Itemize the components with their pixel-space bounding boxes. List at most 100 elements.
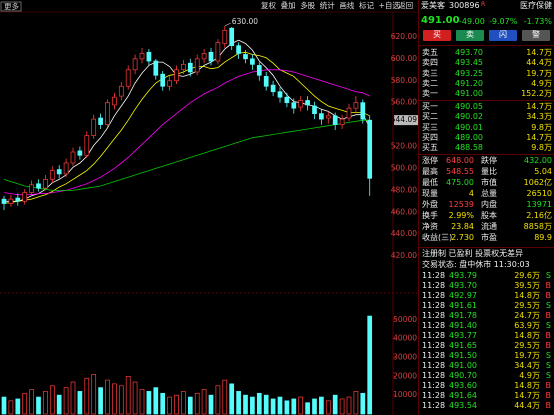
book-volume: 14.7万 — [526, 48, 552, 57]
peak-label: 630.00 — [232, 17, 258, 26]
tick-time: 11:28 — [422, 311, 446, 320]
tick-price: 491.40 — [449, 321, 477, 330]
tick-time: 11:28 — [422, 331, 446, 340]
change-pct: -9.07% — [489, 17, 518, 26]
trade-button[interactable]: 闪 — [489, 30, 517, 41]
candle-body — [8, 198, 14, 204]
toolbar-item[interactable]: 画线 — [339, 0, 354, 10]
candle-body — [250, 58, 255, 65]
tick-volume: 4.9万 — [519, 371, 540, 380]
tick-side: B — [545, 381, 552, 390]
volume-bar — [194, 392, 200, 415]
toolbar-item[interactable]: +自选 — [379, 0, 401, 10]
tick-side: B — [545, 401, 552, 410]
listing-tags: 注册制 已盈利 投票权无差异 — [422, 249, 524, 258]
stock-code: 300896 — [449, 1, 480, 10]
candle-body — [1, 198, 7, 204]
toolbar-item[interactable]: 叠加 — [281, 0, 296, 10]
stat-value: 26510 — [526, 189, 552, 198]
volume-bar — [222, 379, 228, 415]
toolbar-item[interactable]: 复权 — [261, 0, 276, 10]
book-label: 卖三 — [422, 68, 438, 78]
volume-bar — [298, 396, 304, 415]
sector: 医疗保健 — [520, 1, 552, 10]
book-volume: 152.2万 — [521, 89, 552, 99]
volume-bar — [208, 394, 214, 415]
tick-side: B — [545, 331, 552, 340]
stat-label: 跌停 — [481, 156, 497, 165]
book-price: 493.25 — [455, 68, 483, 78]
book-label: 卖四 — [422, 58, 438, 68]
stat-label: 量比 — [481, 167, 497, 176]
book-label: 买一 — [422, 102, 438, 111]
candle-body — [291, 102, 297, 109]
toolbar-item[interactable]: 多股 — [300, 0, 315, 10]
volume-bar — [29, 389, 34, 415]
toolbar-item[interactable]: 标记 — [359, 0, 374, 10]
tick-time: 11:28 — [422, 381, 446, 390]
book-price: 490.01 — [455, 122, 483, 132]
candle-body — [312, 105, 317, 114]
tick-price: 491.50 — [449, 351, 477, 360]
candle-body — [139, 53, 145, 60]
volume-bar — [84, 377, 90, 415]
candle-body — [208, 51, 214, 62]
book-volume: 4.9万 — [531, 78, 552, 88]
volume-bar — [353, 391, 359, 415]
price-marker — [394, 115, 418, 126]
price-marker-label: 544.09 — [391, 115, 417, 124]
volume-bar — [1, 396, 7, 415]
tick-side: B — [545, 311, 552, 320]
tick-volume: 63.9万 — [514, 321, 540, 330]
candle-body — [22, 192, 28, 202]
trade-button[interactable]: 卖 — [456, 30, 484, 41]
tick-side: S — [545, 301, 551, 310]
book-price: 489.00 — [455, 132, 483, 142]
candle-body — [105, 102, 110, 125]
toolbar-item[interactable]: 返回 — [398, 1, 413, 10]
trade-button[interactable]: 警 — [522, 30, 550, 41]
stat-value: 8858万 — [523, 222, 552, 231]
volume-bar — [36, 396, 41, 415]
volume-bar — [346, 396, 352, 415]
volume-bar — [132, 381, 138, 415]
book-volume: 9.8万 — [531, 122, 552, 132]
stat-label: 外盘 — [422, 200, 438, 209]
tick-time: 11:28 — [422, 401, 446, 410]
book-price: 490.05 — [455, 102, 483, 111]
book-price: 491.00 — [455, 89, 483, 99]
tick-time: 11:28 — [422, 391, 446, 400]
y-tick-label: 10000 — [393, 390, 417, 399]
candle-body — [77, 150, 83, 156]
stat-label: 总量 — [481, 189, 497, 198]
candle-body — [277, 91, 283, 98]
stat-value: 4 — [468, 189, 474, 198]
stat-value: 23.84 — [451, 222, 474, 231]
candle-body — [360, 102, 366, 120]
stat-value: 2.16亿 — [526, 211, 552, 220]
volume-bar — [174, 394, 179, 415]
tick-volume: 44.4万 — [514, 401, 540, 410]
toolbar-item[interactable]: 统计 — [320, 0, 335, 10]
y-tick-label: 460.00 — [391, 207, 417, 216]
candle-body — [153, 60, 159, 76]
tick-volume: 19.7万 — [514, 351, 540, 360]
tick-side: S — [545, 271, 551, 280]
book-volume: 9.8万 — [531, 143, 552, 153]
tick-time: 11:28 — [422, 291, 446, 300]
tick-price: 493.60 — [449, 381, 477, 390]
volume-bar — [367, 315, 373, 415]
trade-button[interactable]: 买 — [423, 30, 451, 41]
candle-body — [270, 84, 276, 93]
volume-bar — [360, 392, 366, 415]
book-price: 491.20 — [455, 78, 483, 88]
candle-body — [167, 80, 172, 87]
volume-bar — [167, 396, 172, 415]
y-tick-label: 600.00 — [391, 54, 417, 63]
more-button[interactable]: 更多 — [4, 1, 19, 11]
volume-bar — [312, 398, 317, 415]
tick-volume: 14.8万 — [514, 381, 540, 390]
stat-label: 内盘 — [481, 200, 497, 209]
book-label: 买四 — [422, 132, 438, 142]
